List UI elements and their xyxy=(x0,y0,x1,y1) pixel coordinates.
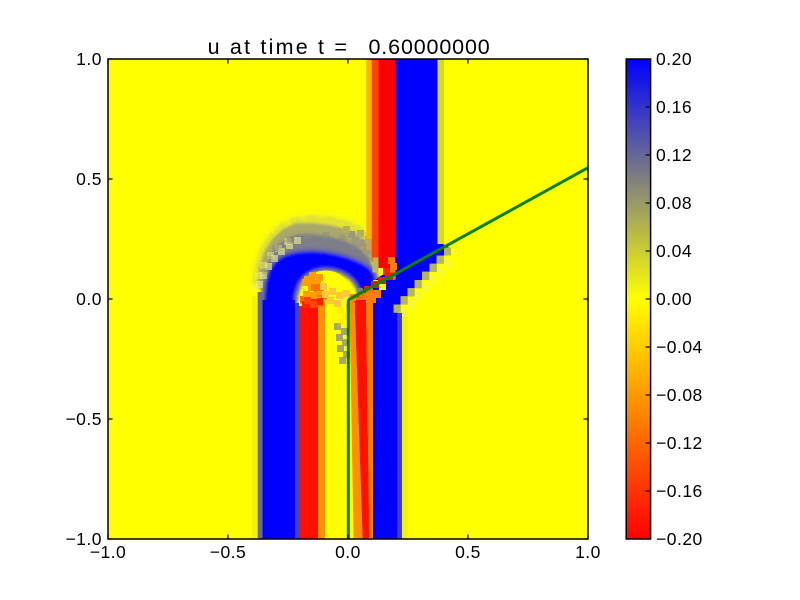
svg-text:0.16: 0.16 xyxy=(656,97,692,117)
svg-text:0.0: 0.0 xyxy=(335,542,361,562)
svg-text:1.0: 1.0 xyxy=(575,542,601,562)
svg-text:−0.12: −0.12 xyxy=(656,433,703,453)
svg-text:0.5: 0.5 xyxy=(455,542,481,562)
svg-text:−0.5: −0.5 xyxy=(210,542,247,562)
svg-text:−0.04: −0.04 xyxy=(656,337,703,357)
svg-text:0.04: 0.04 xyxy=(656,241,692,261)
svg-text:0.5: 0.5 xyxy=(76,169,102,189)
svg-text:−1.0: −1.0 xyxy=(90,542,127,562)
svg-text:0.0: 0.0 xyxy=(76,289,102,309)
svg-text:1.0: 1.0 xyxy=(76,49,102,69)
svg-text:−1.0: −1.0 xyxy=(65,529,102,549)
svg-text:0.08: 0.08 xyxy=(656,193,692,213)
svg-text:−0.08: −0.08 xyxy=(656,385,703,405)
svg-text:−0.16: −0.16 xyxy=(656,481,703,501)
svg-text:u at time t =0.60000000: u at time t = 0.60000000 xyxy=(208,35,491,59)
svg-text:−0.5: −0.5 xyxy=(65,409,102,429)
svg-text:0.00: 0.00 xyxy=(656,289,692,309)
svg-text:0.12: 0.12 xyxy=(656,145,692,165)
svg-text:0.20: 0.20 xyxy=(656,49,692,69)
svg-text:−0.20: −0.20 xyxy=(656,529,703,549)
